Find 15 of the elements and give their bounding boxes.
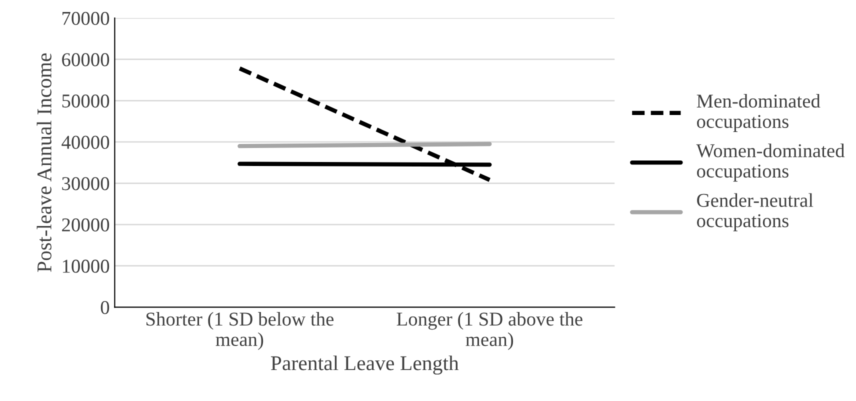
legend-label: Women-dominated occupations — [696, 144, 845, 182]
x-axis-title: Parental Leave Length — [270, 356, 459, 375]
y-tick-label: 20000 — [62, 218, 110, 232]
y-tick-label: 50000 — [62, 94, 110, 108]
legend-label: Men-dominated occupations — [696, 94, 820, 132]
x-tick-label: Shorter (1 SD below the mean) — [146, 312, 334, 350]
y-tick-label: 60000 — [62, 53, 110, 66]
y-tick-label: 40000 — [62, 136, 110, 149]
y-tick-label: 0 — [100, 300, 110, 314]
legend-label: Gender-neutral occupations — [697, 193, 814, 232]
y-tick-label: 10000 — [62, 260, 110, 273]
y-tick-label: 70000 — [62, 12, 110, 25]
y-axis-title: Post-leave Annual Income — [36, 53, 52, 272]
y-tick-label: 30000 — [62, 177, 110, 190]
x-tick-label: Longer (1 SD above the mean) — [396, 312, 582, 350]
